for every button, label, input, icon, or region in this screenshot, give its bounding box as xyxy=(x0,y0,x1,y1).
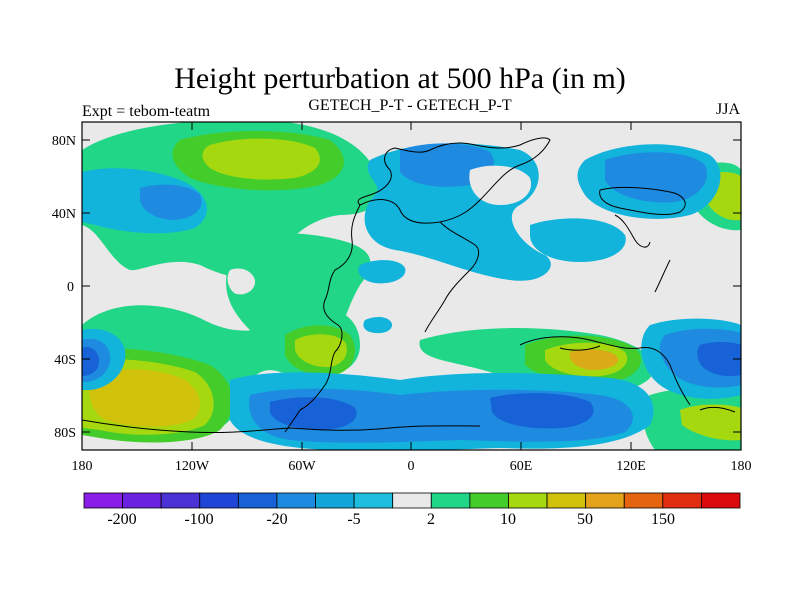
colorbar-box xyxy=(662,492,702,509)
experiment-label: Expt = tebom-teatm xyxy=(82,103,211,120)
colorbar-label-10: 10 xyxy=(500,511,516,528)
lon-label-120e: 120E xyxy=(616,459,646,474)
neutral-gap-central xyxy=(227,268,256,295)
colorbar-label-50: 50 xyxy=(577,511,593,528)
lon-label-120w: 120W xyxy=(175,459,210,474)
coastline-southeast xyxy=(519,336,691,406)
yellow-green-north xyxy=(202,138,320,180)
colorbar-box xyxy=(276,492,316,509)
colorbar-label-2: 2 xyxy=(427,511,435,528)
colorbar-box xyxy=(83,492,123,509)
colorbar-label-neg5: -5 xyxy=(347,511,360,528)
colorbar-box xyxy=(122,492,162,509)
colorbar-label-150: 150 xyxy=(651,511,675,528)
colorbar-box xyxy=(353,492,394,509)
lon-label-180e: 180 xyxy=(731,459,752,474)
colorbar-box xyxy=(199,492,239,509)
lon-label-60e: 60E xyxy=(510,459,533,474)
coastline-southeast-island xyxy=(699,406,736,413)
cyan-contour-small xyxy=(363,316,393,334)
lat-ticks xyxy=(82,139,741,433)
coastline-east-peninsula xyxy=(614,214,651,248)
lat-label-80n: 80N xyxy=(52,134,76,149)
dark-blue-low-south xyxy=(490,393,594,429)
yellow-high-west xyxy=(88,369,201,427)
orange-high-east xyxy=(569,349,619,370)
colorbar-box xyxy=(160,492,201,509)
model-label: GETECH_P-T - GETECH_P-T xyxy=(308,97,512,114)
colorbar-box xyxy=(701,492,741,509)
plot-title: Height perturbation at 500 hPa (in m) xyxy=(174,62,626,95)
colorbar-label-neg20: -20 xyxy=(266,511,287,528)
lon-label-180w: 180 xyxy=(72,459,93,474)
colorbar-boxes xyxy=(83,492,741,509)
cyan-contour-east-mid xyxy=(530,218,626,262)
coastline-south-polar xyxy=(82,419,481,434)
colorbar-box xyxy=(430,492,471,509)
lon-label-60w: 60W xyxy=(288,459,316,474)
contour-field xyxy=(82,122,741,450)
coastline-east xyxy=(424,221,480,333)
colorbar-box xyxy=(585,492,625,509)
coastline-northeast-island xyxy=(599,186,686,215)
lon-ticks xyxy=(81,122,742,450)
lon-label-0: 0 xyxy=(408,459,415,474)
cyan-contour-west-mid xyxy=(358,260,406,284)
blue-contour-northwest xyxy=(140,184,202,220)
colorbar-labels: -200 -100 -20 -5 2 10 50 150 xyxy=(107,511,675,528)
colorbar-box xyxy=(546,492,587,509)
dark-blue-low-southeast xyxy=(697,341,741,377)
lat-label-40n: 40N xyxy=(52,207,76,222)
lat-label-80s: 80S xyxy=(54,426,76,441)
coastlines xyxy=(82,137,736,434)
yellow-green-central xyxy=(295,334,347,368)
lat-label-0: 0 xyxy=(67,280,74,295)
lat-label-40s: 40S xyxy=(54,353,76,368)
colorbar-label-neg200: -200 xyxy=(107,511,136,528)
colorbar-box xyxy=(315,492,355,509)
lon-labels: 180 120W 60W 0 60E 120E 180 xyxy=(72,459,752,474)
lat-labels: 80N 40N 0 40S 80S xyxy=(52,134,76,441)
colorbar-box xyxy=(623,492,664,509)
colorbar-box xyxy=(237,492,278,509)
colorbar-box xyxy=(469,492,509,509)
colorbar-label-neg100: -100 xyxy=(184,511,213,528)
colorbar-box xyxy=(508,492,548,509)
colorbar: -200 -100 -20 -5 2 10 50 150 xyxy=(83,492,741,528)
season-label: JJA xyxy=(715,101,740,118)
yellow-green-southeast xyxy=(680,404,741,441)
dark-blue-low-west xyxy=(82,347,100,376)
colorbar-box xyxy=(392,492,432,509)
coastline-southwest-chain xyxy=(284,409,301,433)
blue-contour-northeast xyxy=(605,152,707,203)
coastline-south-arc xyxy=(559,345,601,351)
coastline-central xyxy=(299,204,361,411)
coastline-east-arc xyxy=(654,259,671,293)
